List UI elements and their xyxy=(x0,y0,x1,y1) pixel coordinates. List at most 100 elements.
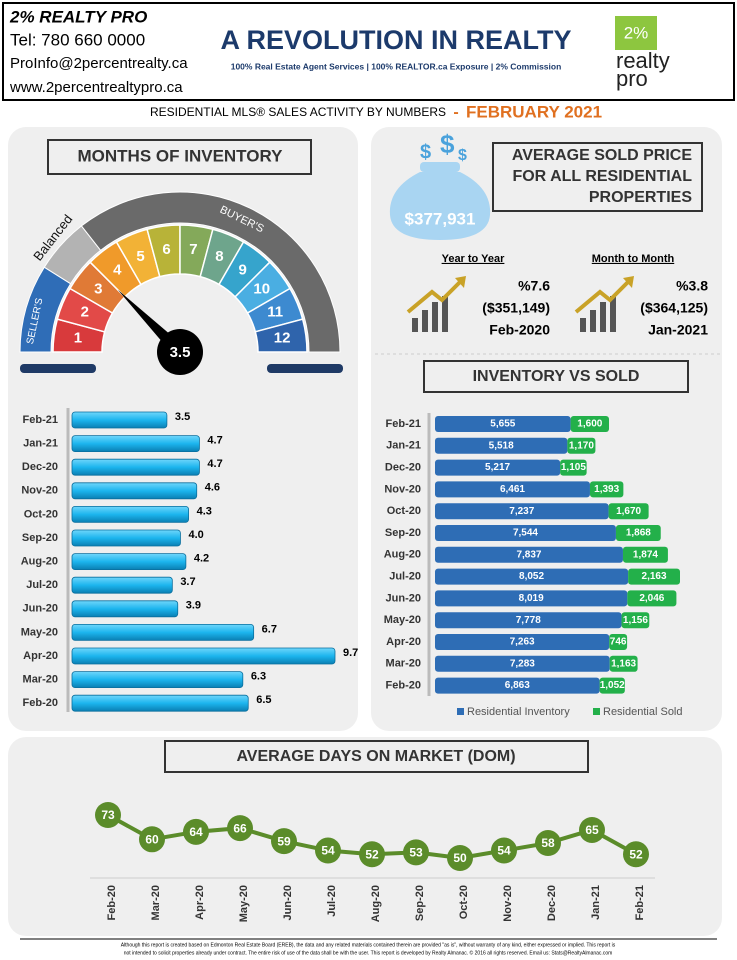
y-tick-label: Feb-20 xyxy=(386,680,421,692)
bar xyxy=(71,411,168,429)
y-tick-label: Jul-20 xyxy=(389,571,421,583)
gauge-hub xyxy=(157,329,203,375)
x-tick-label: Feb-21 xyxy=(634,885,646,920)
point xyxy=(139,826,165,853)
point-label: 60 xyxy=(145,832,159,846)
point-label: 52 xyxy=(365,847,379,861)
gauge-zone xyxy=(80,191,341,353)
y-tick-label: Sep-20 xyxy=(22,532,58,544)
y-tick-label: Jun-20 xyxy=(23,603,58,615)
gauge-tick-label: 5 xyxy=(136,248,144,265)
gauge-base xyxy=(267,364,343,373)
title-box xyxy=(492,142,703,212)
x-tick-label: Feb-20 xyxy=(106,885,118,920)
gauge-tick-label: 1 xyxy=(74,330,82,347)
bar-segment xyxy=(435,612,622,629)
point xyxy=(447,845,473,871)
value-label: 7,283 xyxy=(510,658,535,669)
point xyxy=(579,816,605,843)
money-bag-tie xyxy=(420,162,460,172)
header-box xyxy=(2,2,735,101)
y-tick-label: Feb-20 xyxy=(23,697,58,709)
bar-segment xyxy=(435,677,600,694)
point xyxy=(315,837,341,864)
x-tick-label: Dec-20 xyxy=(546,885,558,921)
value-label: 2,163 xyxy=(642,571,667,582)
bar-segment xyxy=(435,634,610,650)
average-price: $377,931 xyxy=(405,209,476,228)
bar xyxy=(71,624,255,641)
tagline: 100% Real Estate Agent Services | 100% R… xyxy=(231,61,562,71)
y-tick-label: Apr-20 xyxy=(23,650,58,662)
y-tick-label: Dec-20 xyxy=(385,462,421,474)
growth-icon xyxy=(406,276,466,332)
point xyxy=(623,841,649,868)
x-tick-label: May-20 xyxy=(238,885,250,922)
chart-title: MONTHS OF INVENTORY xyxy=(78,146,284,165)
x-tick-label: Sep-20 xyxy=(414,885,426,921)
comparison-change: %7.6 xyxy=(518,278,550,294)
point-label: 73 xyxy=(101,808,115,822)
y-tick-label: Feb-21 xyxy=(23,414,58,426)
website: www.2percentrealtypro.ca xyxy=(9,79,183,96)
dollar-icon: $ xyxy=(420,141,431,163)
email: ProInfo@2percentrealty.ca xyxy=(10,55,188,72)
legend-label: Residential Inventory xyxy=(467,706,570,718)
value-label: 4.3 xyxy=(197,505,212,517)
point-label: 64 xyxy=(189,825,203,839)
value-label: 3.9 xyxy=(186,600,201,612)
value-label: 7,263 xyxy=(510,637,535,648)
bar-segment xyxy=(609,655,638,672)
comparison-period: Feb-2020 xyxy=(489,322,550,338)
point xyxy=(403,839,429,866)
gauge-tick-label: 11 xyxy=(267,304,283,321)
x-tick-label: Apr-20 xyxy=(194,885,206,920)
y-tick-label: Apr-20 xyxy=(386,636,421,648)
gauge-value: 3.5 xyxy=(170,344,191,361)
value-label: 6,863 xyxy=(505,680,530,691)
x-tick-label: Mar-20 xyxy=(150,885,162,920)
legend-swatch xyxy=(593,708,600,715)
dollar-icon: $ xyxy=(440,129,455,159)
bar-segment xyxy=(570,416,610,432)
growth-icon xyxy=(574,276,634,332)
point-label: 54 xyxy=(321,844,335,858)
gauge-tick-label: 10 xyxy=(253,280,270,297)
value-label: 8,019 xyxy=(519,593,544,604)
value-label: 5,217 xyxy=(485,462,510,473)
bar-segment xyxy=(628,568,680,585)
y-tick-label: Jan-21 xyxy=(386,440,421,452)
panel xyxy=(8,737,722,936)
value-label: 1,600 xyxy=(577,419,602,430)
value-label: 4.0 xyxy=(188,529,203,541)
point-label: 65 xyxy=(585,823,599,837)
title-box xyxy=(423,360,689,393)
y-tick-label: Jul-20 xyxy=(26,579,58,591)
y-tick-label: Dec-20 xyxy=(22,461,58,473)
subtitle-dash: - xyxy=(453,104,458,121)
value-label: 6.3 xyxy=(251,671,266,683)
price-title: FOR ALL RESIDENTIAL xyxy=(512,168,692,185)
bar xyxy=(71,529,181,547)
point xyxy=(227,815,253,842)
logo-box xyxy=(615,16,657,50)
bar xyxy=(71,576,173,594)
x-tick-label: Jan-21 xyxy=(590,885,602,920)
bar xyxy=(71,482,198,500)
logo-text: 2% xyxy=(624,23,649,42)
bar-segment xyxy=(609,634,628,650)
value-label: 6.7 xyxy=(262,623,277,635)
legend-label: Residential Sold xyxy=(603,706,683,718)
comparison-change: %3.8 xyxy=(676,278,708,294)
bar xyxy=(71,600,179,618)
y-tick-label: Nov-20 xyxy=(21,485,58,497)
comparison-previous: ($364,125) xyxy=(640,300,708,316)
price-title: AVERAGE SOLD PRICE xyxy=(512,147,693,164)
value-label: 2,046 xyxy=(639,593,664,604)
point-label: 58 xyxy=(541,836,555,850)
comparison-label: Month to Month xyxy=(592,253,675,265)
value-label: 4.6 xyxy=(205,482,220,494)
y-tick-label: Oct-20 xyxy=(24,508,58,520)
point xyxy=(535,830,561,857)
gauge-tick-label: 3 xyxy=(94,280,102,297)
